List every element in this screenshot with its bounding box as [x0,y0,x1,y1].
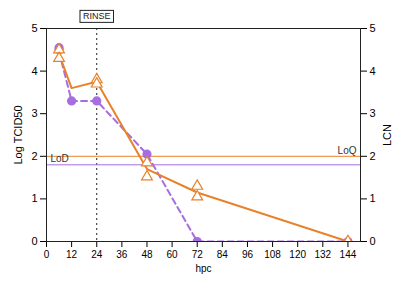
svg-text:2: 2 [370,150,376,162]
svg-text:Log TCID50: Log TCID50 [12,105,24,164]
svg-text:LCN: LCN [381,124,393,146]
svg-text:1: 1 [370,192,376,204]
svg-text:36: 36 [116,249,128,260]
svg-text:72: 72 [192,249,204,260]
svg-text:LoQ: LoQ [338,145,357,156]
svg-text:RINSE: RINSE [83,11,111,21]
svg-text:hpc: hpc [195,263,211,274]
svg-text:0: 0 [370,235,376,247]
svg-text:84: 84 [217,249,229,260]
svg-text:0: 0 [31,235,37,247]
svg-text:120: 120 [289,249,306,260]
svg-text:144: 144 [340,249,357,260]
svg-text:3: 3 [31,107,37,119]
svg-text:4: 4 [31,65,37,77]
svg-text:1: 1 [31,192,37,204]
svg-text:48: 48 [141,249,153,260]
svg-text:12: 12 [66,249,78,260]
svg-text:2: 2 [31,150,37,162]
svg-text:60: 60 [167,249,179,260]
svg-text:108: 108 [264,249,281,260]
svg-text:24: 24 [91,249,103,260]
svg-text:5: 5 [370,22,376,34]
svg-text:0: 0 [44,249,50,260]
svg-text:3: 3 [370,107,376,119]
svg-text:96: 96 [242,249,254,260]
svg-text:132: 132 [314,249,331,260]
svg-text:4: 4 [370,65,376,77]
svg-text:LoD: LoD [51,153,69,164]
svg-text:5: 5 [31,22,37,34]
